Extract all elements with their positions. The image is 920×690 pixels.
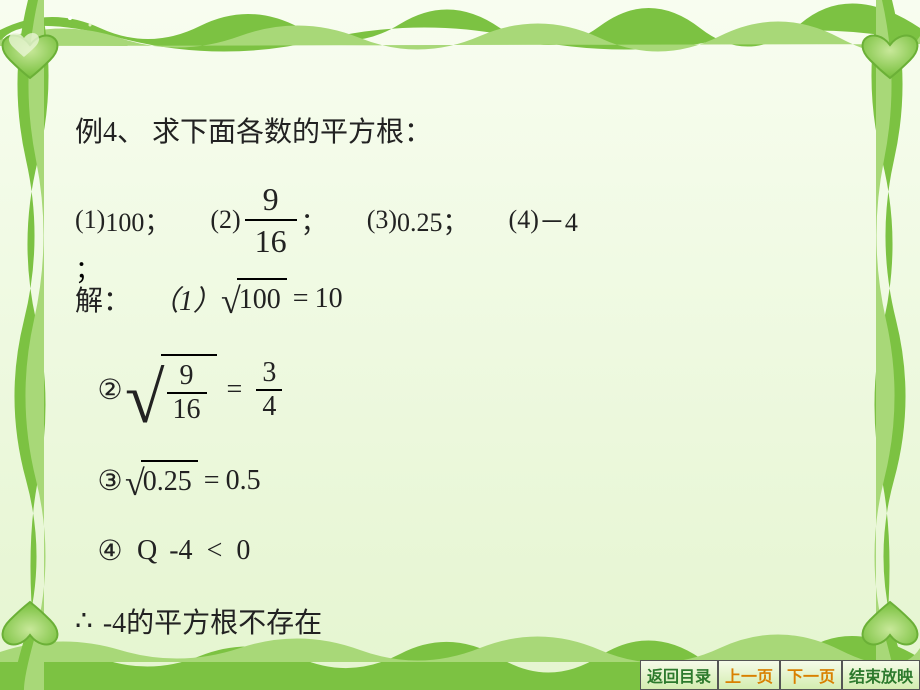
sqrt-025: √ 0.25 (125, 460, 198, 501)
radical-icon: √ (221, 283, 241, 319)
trailing-semicolon: ； (75, 250, 101, 287)
example-title: 例4、 求下面各数的平方根： (75, 110, 880, 150)
solution-4: ④ Q -4 < 0 (95, 527, 880, 575)
nav-return-button[interactable]: 返回目录 (640, 660, 718, 690)
therefore-symbol: ∴ (75, 604, 93, 638)
radical-icon: √ (125, 362, 165, 434)
solution-3: ③ √ 0.25 = 0.5 (95, 457, 880, 505)
marker-3: ③ (95, 464, 125, 498)
solution-block: 解： （1） √ 100 = 10 ② √ 9 16 = (75, 275, 880, 645)
nav-button-bar: 返回目录 上一页 下一页 结束放映 (640, 660, 920, 690)
solution-1: 解： （1） √ 100 = 10 (75, 275, 880, 323)
sqrt-9-16: √ 9 16 (125, 354, 217, 426)
sqrt-100: √ 100 (221, 278, 287, 319)
nav-next-button[interactable]: 下一页 (780, 660, 842, 690)
fraction-3-4: 3 4 (256, 357, 282, 423)
nav-end-button[interactable]: 结束放映 (842, 660, 920, 690)
problem-list: (1)100； (2) 9 16 ； (3)0.25； (4)－4 (75, 175, 880, 265)
problem-3: (3)0.25； (367, 202, 469, 239)
problem-4: (4)－4 (509, 202, 578, 239)
radical-icon: √ (125, 465, 145, 501)
problem-1: (1)100； (75, 202, 170, 239)
solution-2: ② √ 9 16 = 3 4 (95, 345, 880, 435)
because-symbol: Q (137, 535, 157, 567)
marker-2: ② (95, 373, 125, 407)
fraction-9-16: 9 16 (245, 179, 297, 261)
marker-4: ④ (95, 534, 125, 568)
nav-prev-button[interactable]: 上一页 (718, 660, 780, 690)
slide-content: 例4、 求下面各数的平方根： (1)100； (2) 9 16 ； (3)0.2… (75, 110, 880, 667)
solution-5: ∴ -4的平方根不存在 (75, 597, 880, 645)
marker-1: （1） (151, 279, 221, 319)
problem-2: (2) 9 16 ； (210, 179, 326, 261)
